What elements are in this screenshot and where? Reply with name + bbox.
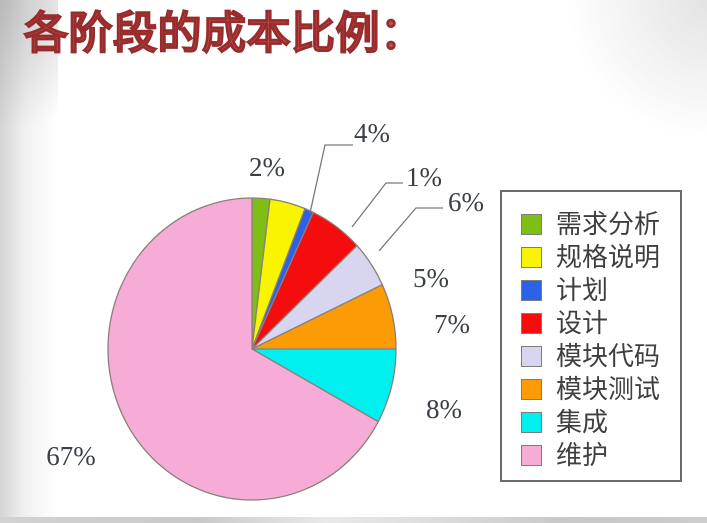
legend-item-7: 集成 bbox=[502, 406, 680, 439]
legend-item-6: 模块测试 bbox=[502, 373, 680, 406]
legend-label-6: 模块测试 bbox=[556, 375, 661, 404]
legend-swatch-5 bbox=[521, 346, 542, 367]
pie-slice-8 bbox=[107, 197, 379, 501]
slice-percent-label-7: 8% bbox=[426, 394, 462, 424]
legend-swatch-2 bbox=[521, 247, 542, 268]
legend-label-4: 设计 bbox=[556, 309, 609, 338]
legend-label-7: 集成 bbox=[556, 408, 609, 437]
legend-swatch-4 bbox=[521, 313, 542, 334]
legend-item-8: 维护 bbox=[502, 439, 680, 472]
legend-label-1: 需求分析 bbox=[556, 210, 661, 239]
leader-line-3 bbox=[351, 182, 403, 228]
legend-item-5: 模块代码 bbox=[502, 340, 680, 373]
slice-percent-label-8: 67% bbox=[46, 441, 96, 471]
legend-item-2: 规格说明 bbox=[502, 241, 680, 274]
legend-swatch-1 bbox=[521, 214, 542, 235]
leader-line-4 bbox=[378, 207, 443, 252]
slice-percent-label-5: 5% bbox=[413, 263, 449, 293]
legend-swatch-8 bbox=[521, 445, 542, 466]
legend-label-5: 模块代码 bbox=[556, 342, 661, 371]
legend-label-2: 规格说明 bbox=[556, 243, 661, 272]
page-title: 各阶段的成本比例： bbox=[23, 8, 425, 58]
legend: 需求分析规格说明计划设计模块代码模块测试集成维护 bbox=[500, 190, 682, 482]
slice-percent-label-6: 7% bbox=[434, 309, 470, 339]
legend-item-1: 需求分析 bbox=[502, 208, 680, 241]
legend-swatch-3 bbox=[521, 280, 542, 301]
legend-item-4: 设计 bbox=[502, 307, 680, 340]
slice-percent-label-1: 2% bbox=[249, 152, 285, 182]
legend-swatch-7 bbox=[521, 412, 542, 433]
slice-percent-label-4: 6% bbox=[448, 187, 484, 217]
slice-percent-label-2: 4% bbox=[354, 118, 390, 148]
legend-label-3: 计划 bbox=[556, 276, 609, 305]
legend-item-3: 计划 bbox=[502, 274, 680, 307]
legend-swatch-6 bbox=[521, 379, 542, 400]
slice-percent-label-3: 1% bbox=[406, 162, 442, 192]
leader-line-2 bbox=[309, 144, 353, 214]
legend-label-8: 维护 bbox=[556, 441, 609, 470]
